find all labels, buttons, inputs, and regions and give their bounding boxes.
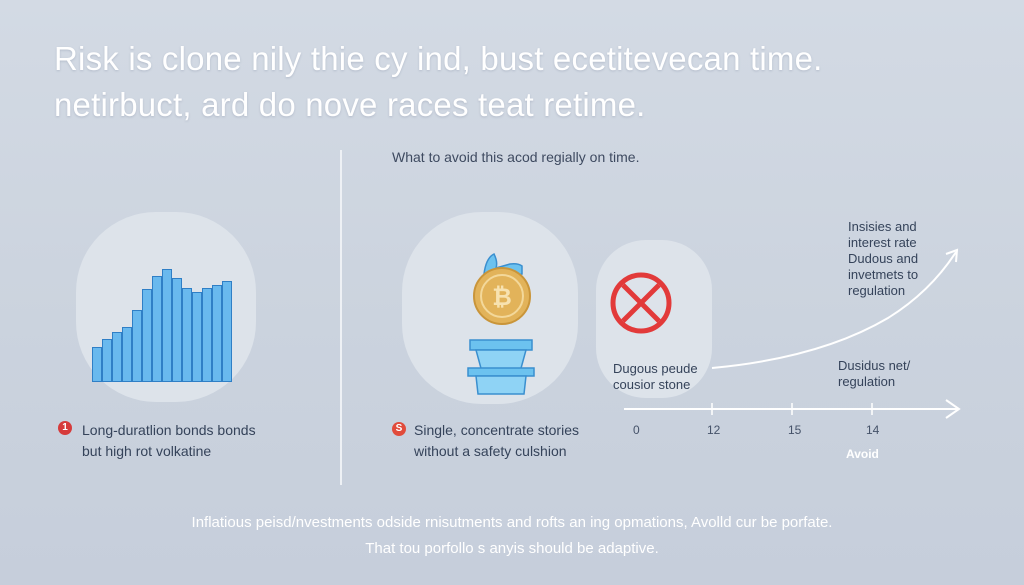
bar-chart-bar (122, 327, 132, 382)
bar-chart-bar (202, 288, 212, 382)
bar-chart-bar (152, 276, 162, 382)
bar-chart-bar (172, 278, 182, 382)
bar-chart-bar (102, 339, 112, 382)
bar-chart-bar (192, 292, 202, 382)
bucket-icon (467, 339, 535, 395)
bar-chart-bar (222, 281, 232, 382)
annotation-line: regulation (848, 283, 906, 298)
bar-chart-bar (92, 347, 102, 382)
item-2-line-2: without a safety culshion (414, 443, 567, 459)
avoid-panel-caption: Dugous peude cousior stone (613, 361, 698, 393)
bar-chart-bar (132, 310, 142, 382)
item-2-text: Single, concentrate stories without a sa… (414, 420, 579, 462)
annotation-line: interest rate (848, 235, 917, 250)
annotation-line: Dusidus net/ (838, 358, 911, 373)
avoid-caption-line-1: Dugous peude (613, 361, 698, 376)
upper-annotation: Insisies and interest rate Dudous and in… (848, 219, 918, 299)
bitcoin-coin-icon: ₿ (473, 267, 531, 325)
bitcoin-symbol: ₿ (492, 283, 512, 311)
axis-tick-label: 12 (707, 423, 721, 437)
bar-chart-bar (182, 288, 192, 382)
item-1-line-1: Long-duratlion bonds bonds (82, 422, 256, 438)
crypto-illustration: ₿ (467, 252, 535, 395)
trend-arrow-icon (624, 248, 961, 419)
item-2-line-1: Single, concentrate stories (414, 422, 579, 438)
bar-chart-bar (212, 285, 222, 382)
bar-chart-bar (112, 332, 122, 382)
annotation-line: Insisies and (848, 219, 917, 234)
item-badge-1: 1 (58, 421, 72, 435)
bar-chart-bar (142, 289, 152, 382)
axis-tick-label: 15 (788, 423, 802, 437)
footer-line-2: That tou porfollo s anyis should be adap… (365, 540, 659, 557)
prohibited-icon (610, 272, 672, 334)
lower-annotation: Dusidus net/ regulation (838, 358, 910, 390)
footer-line-1: Inflatious peisd/nvestments odside rnisu… (191, 514, 833, 531)
annotation-line: Dudous and (848, 251, 919, 266)
bar-chart-bar (162, 269, 172, 382)
annotation-line: regulation (838, 374, 896, 389)
item-1-line-2: but high rot volkatine (82, 443, 212, 459)
axis-tick-label: 14 (866, 423, 880, 437)
axis-label-avoid: Avoid (846, 447, 879, 461)
headline-line-2: netirbuct, ard do nove races teat retime… (54, 86, 646, 123)
vertical-divider (340, 150, 342, 485)
axis-tick-label: 0 (633, 423, 640, 437)
headline: Risk is clone nily thie cy ind, bust ece… (54, 36, 994, 128)
item-badge-2: S (392, 422, 406, 436)
section-subtitle: What to avoid this acod regially on time… (392, 149, 640, 165)
item-1-text: Long-duratlion bonds bonds but high rot … (82, 420, 256, 462)
annotation-line: invetmets to (848, 267, 919, 282)
avoid-caption-line-2: cousior stone (613, 377, 691, 392)
headline-line-1: Risk is clone nily thie cy ind, bust ece… (54, 40, 823, 77)
bar-chart-icon (92, 250, 232, 382)
